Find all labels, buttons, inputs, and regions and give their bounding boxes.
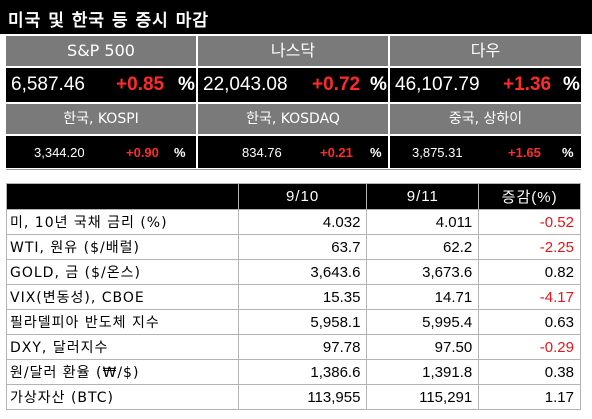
indicator-table: 9/10 9/11 증감(%) 미, 10년 국채 금리 (%) 4.032 4… [6, 183, 581, 410]
sp500-unit: % [178, 74, 195, 95]
row-label: WTI, 원유 ($/배럴) [6, 234, 239, 260]
sp500-change: +0.85 [116, 74, 165, 95]
header-date-1: 9/10 [237, 183, 368, 210]
kospi-header: 한국, KOSPI [6, 104, 196, 134]
row-value-2: 1,391.8 [366, 359, 480, 385]
table-row: 가상자산 (BTC) 113,955 115,291 1.17 [6, 384, 581, 410]
row-value-1: 97.78 [237, 334, 368, 360]
table-header-row: 9/10 9/11 증감(%) [6, 183, 581, 210]
row-change: 1.17 [478, 384, 581, 410]
row-value-1: 5,958.1 [237, 309, 368, 335]
shanghai-header: 중국, 상하이 [390, 104, 581, 134]
row-value-1: 63.7 [237, 234, 368, 260]
table-row: 필라델피아 반도체 지수 5,958.1 5,995.4 0.63 [6, 309, 581, 335]
row-value-1: 113,955 [237, 384, 368, 410]
market-summary: S&P 500 나스닥 다우 6,587.46 +0.85 % 22,043.0… [6, 36, 581, 170]
table-body: 미, 10년 국채 금리 (%) 4.032 4.011 -0.52 WTI, … [6, 209, 581, 410]
row-label: GOLD, 금 ($/온스) [6, 259, 239, 285]
row-change: -0.29 [478, 334, 581, 360]
row-value-2: 14.71 [366, 284, 480, 310]
nasdaq-header: 나스닥 [198, 36, 388, 66]
row-change: 0.63 [478, 309, 581, 335]
row-change: -4.17 [478, 284, 581, 310]
row-label: 필라델피아 반도체 지수 [6, 309, 239, 335]
row-change: -2.25 [478, 234, 581, 260]
nasdaq-change: +0.72 [312, 74, 361, 95]
row-value-2: 4.011 [366, 209, 480, 235]
kospi-cell: 3,344.20 +0.90 % [6, 136, 196, 168]
dow-value: 46,107.79 [395, 74, 480, 95]
dow-header: 다우 [390, 36, 581, 66]
kosdaq-value: 834.76 [242, 144, 282, 160]
table-row: VIX(변동성), CBOE 15.35 14.71 -4.17 [6, 284, 581, 310]
table-row: DXY, 달러지수 97.78 97.50 -0.29 [6, 334, 581, 360]
header-label [6, 183, 239, 210]
row-value-2: 5,995.4 [366, 309, 480, 335]
row-label: 원/달러 환율 (₩/$) [6, 359, 239, 385]
row-value-2: 115,291 [366, 384, 480, 410]
table-row: 미, 10년 국채 금리 (%) 4.032 4.011 -0.52 [6, 209, 581, 235]
sp500-header: S&P 500 [6, 36, 196, 66]
sp500-value: 6,587.46 [11, 74, 85, 95]
row-value-1: 1,386.6 [237, 359, 368, 385]
sp500-cell: 6,587.46 +0.85 % [6, 68, 196, 102]
nasdaq-cell: 22,043.08 +0.72 % [198, 68, 388, 102]
page-title: 미국 및 한국 등 증시 마감 [0, 0, 592, 34]
row-value-2: 3,673.6 [366, 259, 480, 285]
header-change: 증감(%) [478, 183, 581, 210]
kosdaq-change: +0.21 [320, 144, 353, 160]
kospi-value: 3,344.20 [34, 144, 85, 160]
row-label: DXY, 달러지수 [6, 334, 239, 360]
row-label: 미, 10년 국채 금리 (%) [6, 209, 239, 235]
table-row: 원/달러 환율 (₩/$) 1,386.6 1,391.8 0.38 [6, 359, 581, 385]
row-value-2: 97.50 [366, 334, 480, 360]
dow-cell: 46,107.79 +1.36 % [390, 68, 581, 102]
header-date-2: 9/11 [366, 183, 480, 210]
row-value-1: 4.032 [237, 209, 368, 235]
dow-unit: % [563, 74, 580, 95]
row-label: VIX(변동성), CBOE [6, 284, 239, 310]
row-change: 0.82 [478, 259, 581, 285]
shanghai-change: +1.65 [508, 144, 541, 160]
nasdaq-value: 22,043.08 [203, 74, 288, 95]
dow-change: +1.36 [503, 74, 552, 95]
nasdaq-unit: % [370, 74, 387, 95]
table-row: WTI, 원유 ($/배럴) 63.7 62.2 -2.25 [6, 234, 581, 260]
shanghai-cell: 3,875.31 +1.65 % [390, 136, 581, 168]
row-value-1: 3,643.6 [237, 259, 368, 285]
row-value-1: 15.35 [237, 284, 368, 310]
shanghai-value: 3,875.31 [412, 144, 463, 160]
row-value-2: 62.2 [366, 234, 480, 260]
kospi-change: +0.90 [126, 144, 159, 160]
row-change: -0.52 [478, 209, 581, 235]
kospi-unit: % [174, 144, 186, 160]
table-row: GOLD, 금 ($/온스) 3,643.6 3,673.6 0.82 [6, 259, 581, 285]
row-label: 가상자산 (BTC) [6, 384, 239, 410]
kosdaq-header: 한국, KOSDAQ [198, 104, 388, 134]
row-change: 0.38 [478, 359, 581, 385]
kosdaq-cell: 834.76 +0.21 % [198, 136, 388, 168]
shanghai-unit: % [562, 144, 574, 160]
kosdaq-unit: % [370, 144, 382, 160]
